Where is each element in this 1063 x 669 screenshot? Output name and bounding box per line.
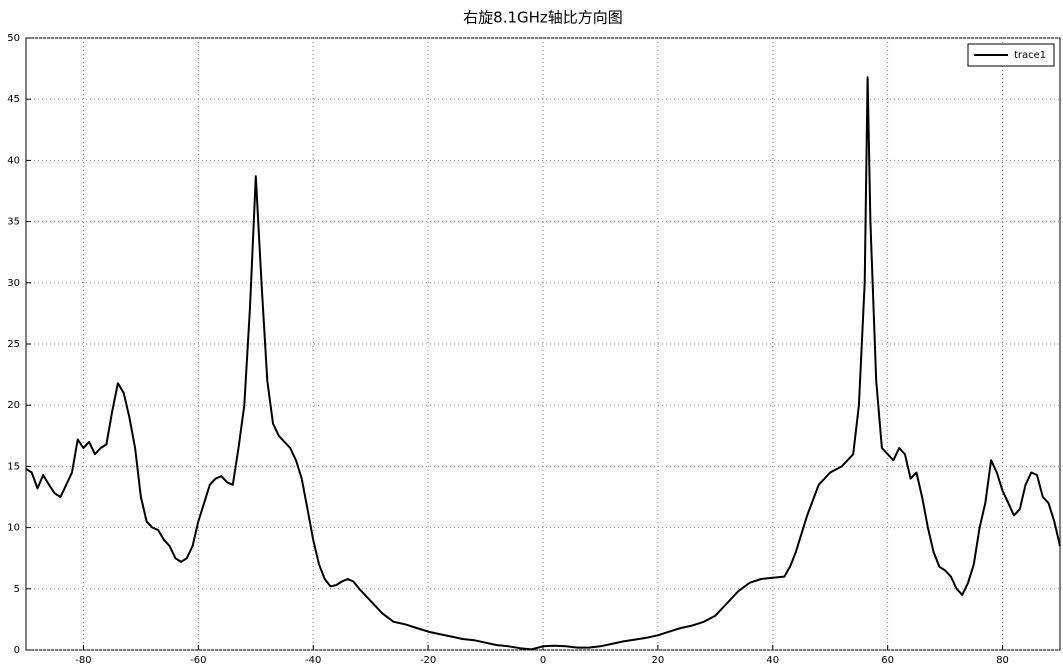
y-tick-label: 15 — [7, 461, 20, 472]
y-tick-label: 45 — [7, 94, 20, 105]
chart-title: 右旋8.1GHz轴比方向图 — [463, 9, 623, 27]
x-tick-label: 40 — [766, 655, 779, 666]
y-tick-label: 0 — [14, 645, 20, 656]
y-tick-label: 20 — [7, 400, 20, 411]
x-tick-label: 80 — [996, 655, 1009, 666]
x-tick-label: -20 — [420, 655, 436, 666]
y-tick-label: 5 — [14, 584, 20, 595]
x-tick-label: 20 — [652, 655, 665, 666]
y-tick-label: 50 — [7, 33, 20, 44]
y-tick-label: 40 — [7, 155, 20, 166]
legend-label: trace1 — [1014, 50, 1046, 61]
y-tick-label: 10 — [7, 523, 20, 534]
legend-box — [967, 43, 1055, 67]
x-tick-label: -40 — [305, 655, 321, 666]
x-tick-label: 0 — [540, 655, 546, 666]
x-tick-label: 60 — [881, 655, 894, 666]
y-tick-label: 25 — [7, 339, 20, 350]
x-tick-label: -60 — [190, 655, 206, 666]
y-tick-label: 35 — [7, 217, 20, 228]
line — [25, 76, 1061, 651]
y-tick-label: 30 — [7, 278, 20, 289]
x-tick-label: -80 — [75, 655, 91, 666]
